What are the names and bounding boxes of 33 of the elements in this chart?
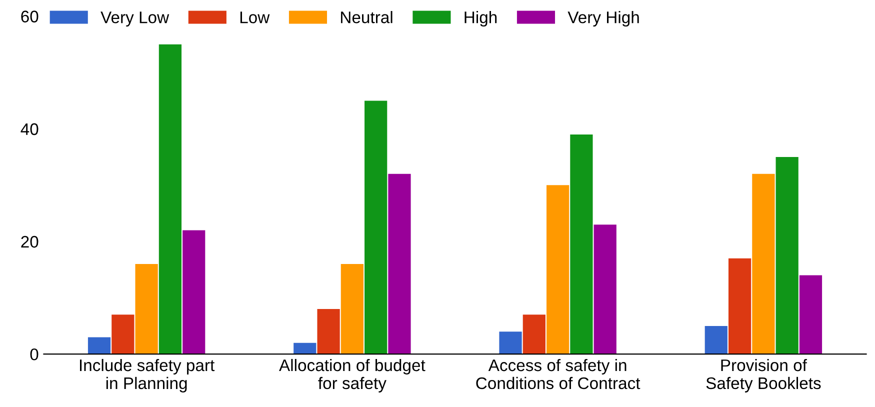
bar bbox=[522, 314, 546, 354]
bar bbox=[317, 309, 340, 354]
bar bbox=[752, 174, 775, 354]
bar bbox=[799, 275, 822, 354]
bar bbox=[776, 157, 798, 354]
bar bbox=[728, 258, 752, 354]
x-tick-label: Access of safety in Conditions of Contract bbox=[476, 358, 640, 390]
legend-label: High bbox=[464, 11, 497, 27]
legend-label: Low bbox=[240, 12, 270, 24]
bar bbox=[594, 224, 616, 354]
y-tick-label: 60 bbox=[21, 10, 38, 22]
bar bbox=[499, 332, 522, 354]
bar bbox=[364, 100, 388, 354]
legend-label: Neutral bbox=[341, 11, 392, 24]
bar bbox=[112, 314, 134, 354]
legend-label: Very Low bbox=[100, 12, 170, 27]
bar bbox=[294, 342, 316, 354]
bar bbox=[135, 264, 158, 354]
bar bbox=[340, 264, 364, 354]
bar bbox=[88, 337, 111, 354]
bar bbox=[182, 230, 206, 354]
x-tick-label: Provision of Safety Booklets bbox=[706, 358, 821, 392]
bar bbox=[158, 44, 182, 354]
legend-label: Very High bbox=[568, 11, 639, 27]
bar bbox=[570, 134, 593, 354]
x-tick-label: Include safety part in Planning bbox=[80, 358, 215, 392]
bar bbox=[704, 326, 728, 354]
y-tick-label: 20 bbox=[21, 236, 38, 248]
bar bbox=[546, 185, 570, 354]
y-tick-label: 40 bbox=[20, 123, 38, 136]
x-tick-label: Allocation of budget for safety bbox=[279, 358, 426, 392]
bar bbox=[388, 174, 411, 354]
y-tick-label: 0 bbox=[30, 348, 38, 360]
